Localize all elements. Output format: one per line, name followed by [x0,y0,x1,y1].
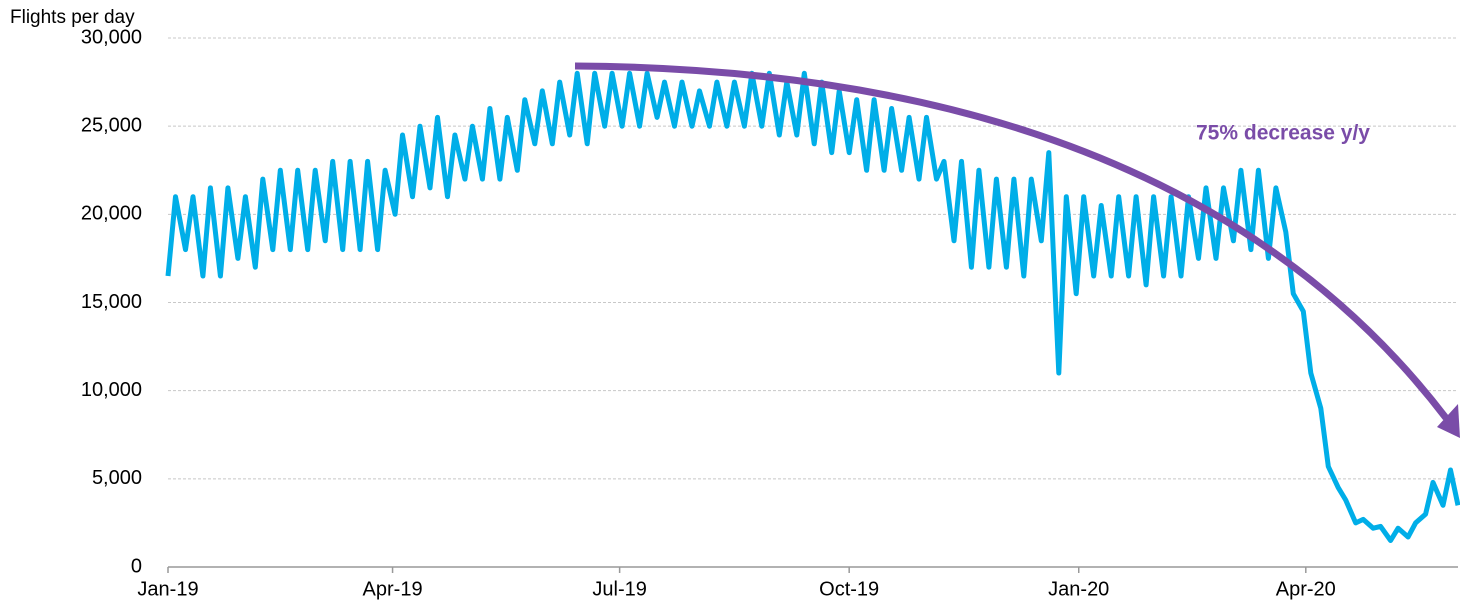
y-tick-label: 10,000 [81,379,142,401]
trend-arrow [574,62,1449,421]
y-tick-label: 20,000 [81,203,142,225]
x-tick-label: Apr-19 [363,578,423,600]
arrow-head [1437,404,1460,438]
annotation: 75% decrease y/y [1196,122,1370,145]
y-tick-label: 15,000 [81,291,142,313]
x-tick-label: Jan-19 [137,578,198,600]
data-line [165,70,1460,543]
y-tick-label: 30,000 [81,26,142,48]
x-tick-label: Oct-19 [819,578,879,600]
x-tick-label: Apr-20 [1276,578,1336,600]
y-axis-label: Flights per day [10,7,135,28]
x-tick-label: Jul-19 [592,578,646,600]
plot-area [165,70,1460,543]
y-tick-label: 5,000 [92,467,142,489]
y-tick-label: 0 [131,555,142,577]
y-tick-label: 25,000 [81,114,142,136]
x-tick-label: Jan-20 [1048,578,1109,600]
